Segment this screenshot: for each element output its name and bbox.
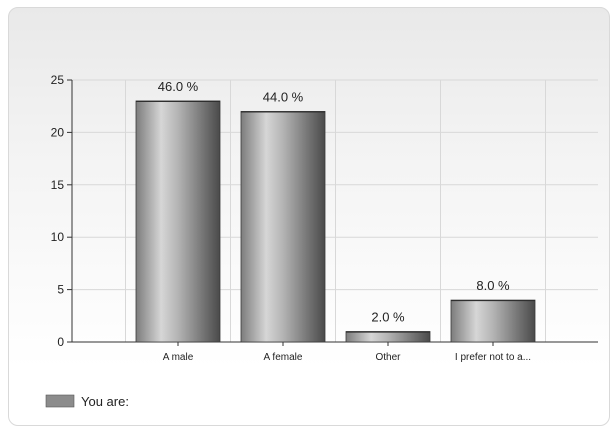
bar (135, 100, 221, 343)
y-tick-label: 15 (51, 178, 65, 192)
y-tick-label: 10 (51, 230, 65, 244)
data-label: 2.0 % (371, 310, 405, 325)
labels: 0 5 10 15 20 25 46.0 % A male 44.0 % A female 2.0 … (51, 73, 531, 363)
y-tick-label: 0 (57, 335, 64, 349)
data-label: 46.0 % (158, 79, 199, 94)
y-tick-label: 5 (57, 283, 64, 297)
bars (135, 100, 536, 343)
x-tick-label: I prefer not to a... (455, 352, 531, 363)
bar (345, 331, 431, 343)
data-label: 44.0 % (263, 89, 304, 104)
y-tick-label: 20 (51, 125, 65, 139)
x-tick-label: A female (264, 352, 303, 363)
y-tick-label: 25 (51, 73, 65, 87)
data-label: 8.0 % (476, 278, 510, 293)
legend-swatch (45, 394, 75, 408)
bar (240, 111, 326, 343)
x-tick-label: Other (375, 352, 401, 363)
x-tick-label: A male (163, 352, 194, 363)
bar (450, 299, 536, 343)
legend-label: You are: (81, 394, 129, 409)
legend: You are: (45, 394, 129, 409)
